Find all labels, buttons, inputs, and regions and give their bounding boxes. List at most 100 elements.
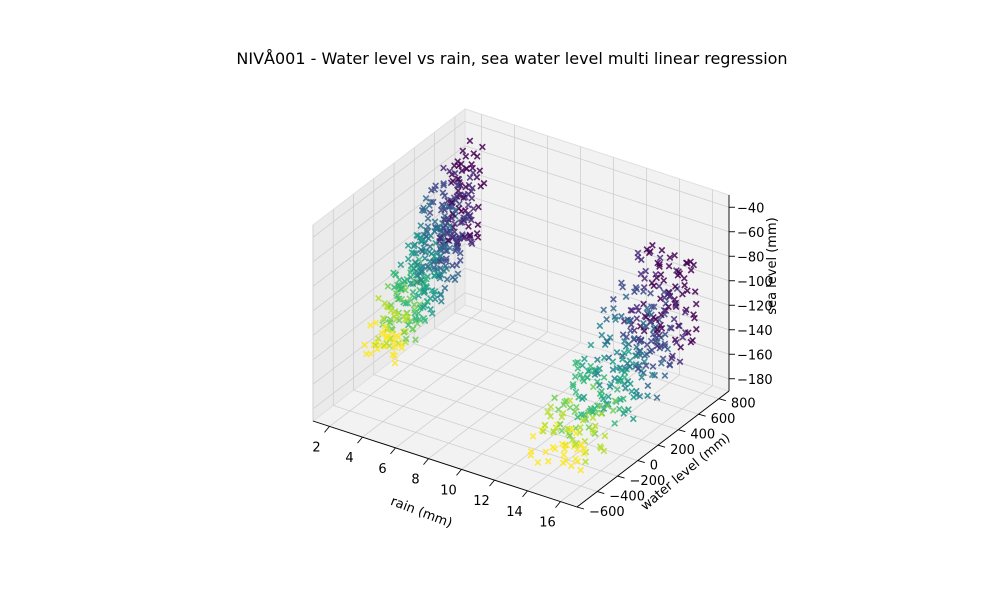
scatter-point <box>620 349 628 357</box>
scatter-point <box>653 274 660 282</box>
grid-line-x <box>362 125 515 438</box>
scatter-point <box>476 167 484 175</box>
scatter-point <box>603 316 610 323</box>
scatter-point <box>559 409 567 417</box>
scatter-point <box>466 234 474 242</box>
y-tick-label: 800 <box>731 397 756 412</box>
scatter-point <box>644 392 651 400</box>
scatter-point <box>436 274 444 282</box>
y-tick-label: −600 <box>589 505 625 520</box>
scatter-point <box>381 323 389 330</box>
scatter-point <box>577 466 585 474</box>
scatter-point <box>577 371 584 379</box>
scatter-point <box>687 338 695 346</box>
scatter-point <box>652 334 659 342</box>
scatter-point <box>612 316 619 323</box>
scatter-point <box>449 210 457 218</box>
scatter-point <box>568 425 576 433</box>
scatter-point <box>453 240 461 248</box>
scatter-point <box>409 326 416 333</box>
scatter-point <box>462 153 470 160</box>
grid-line-y <box>373 178 638 461</box>
scatter-point <box>421 302 429 310</box>
scatter-point <box>579 375 587 383</box>
scatter-point <box>619 395 627 403</box>
scatter-point <box>668 354 676 362</box>
scatter-point <box>600 374 608 381</box>
scatter-point <box>437 297 445 305</box>
scatter-point <box>584 367 592 375</box>
grid-line-x <box>527 178 680 492</box>
scatter-point <box>639 319 647 327</box>
scatter-point <box>455 233 463 240</box>
scatter-point <box>458 207 465 215</box>
grid-line-x <box>329 114 482 427</box>
scatter-point <box>598 331 606 339</box>
scatter-point <box>632 360 640 368</box>
scatter-point <box>613 349 621 356</box>
x-tick-label: 10 <box>440 483 457 498</box>
scatter-point <box>480 179 488 187</box>
scatter-point <box>580 411 588 419</box>
y-tick <box>617 475 625 479</box>
scatter-point <box>604 402 611 410</box>
scatter-point <box>444 197 452 205</box>
scatter-point <box>661 372 669 379</box>
scatter-point <box>629 415 637 423</box>
scatter-point <box>566 397 574 405</box>
scatter-point <box>561 398 569 406</box>
scatter-point <box>610 305 617 312</box>
scatter-point <box>440 164 447 172</box>
scatter-point <box>596 402 604 410</box>
z-tick-label: −80 <box>737 250 764 265</box>
scatter-point <box>609 358 617 365</box>
scatter-point <box>643 246 651 253</box>
scatter-point <box>397 341 405 348</box>
scatter-point <box>424 223 432 230</box>
scatter-point <box>571 408 579 416</box>
scatter-point <box>469 169 477 177</box>
scatter-point <box>468 161 475 168</box>
scatter-point <box>547 412 554 420</box>
scatter-point <box>415 256 423 264</box>
scatter-point <box>649 363 657 370</box>
scatter-point <box>403 310 410 317</box>
scatter-point <box>391 344 398 351</box>
scatter-point <box>375 294 382 302</box>
scatter-point <box>441 284 449 292</box>
scatter-point <box>430 272 438 280</box>
scatter-point <box>655 282 663 290</box>
scatter-point <box>619 355 626 363</box>
scatter-point <box>622 384 629 392</box>
scatter-point <box>438 201 446 209</box>
scatter-point <box>458 167 466 175</box>
scatter-point <box>621 337 628 345</box>
scatter-point <box>657 359 665 367</box>
scatter-point <box>679 333 687 341</box>
scatter-point <box>575 393 583 401</box>
scatter-point <box>658 246 666 254</box>
z-tick-label: −60 <box>737 226 764 241</box>
scatter-point <box>666 361 674 369</box>
scatter-point <box>647 337 655 345</box>
scatter-point <box>680 275 688 282</box>
scatter-point <box>621 368 629 376</box>
scatter-point <box>390 313 398 320</box>
scatter-point <box>462 183 470 191</box>
scatter-point <box>613 386 621 393</box>
scatter-point <box>640 358 648 366</box>
grid-line-z <box>312 120 730 238</box>
scatter-point <box>660 277 668 284</box>
scatter-point <box>462 193 469 201</box>
x-tick-label: 16 <box>539 516 556 531</box>
scatter-point <box>643 304 651 312</box>
scatter-point <box>479 143 486 151</box>
scatter-point <box>446 202 454 210</box>
scatter-point <box>470 150 478 157</box>
scatter-point <box>561 445 568 453</box>
scatter-point <box>420 289 428 297</box>
scatter-point <box>666 324 674 331</box>
scatter-point <box>475 203 482 211</box>
x-tick <box>324 426 330 433</box>
